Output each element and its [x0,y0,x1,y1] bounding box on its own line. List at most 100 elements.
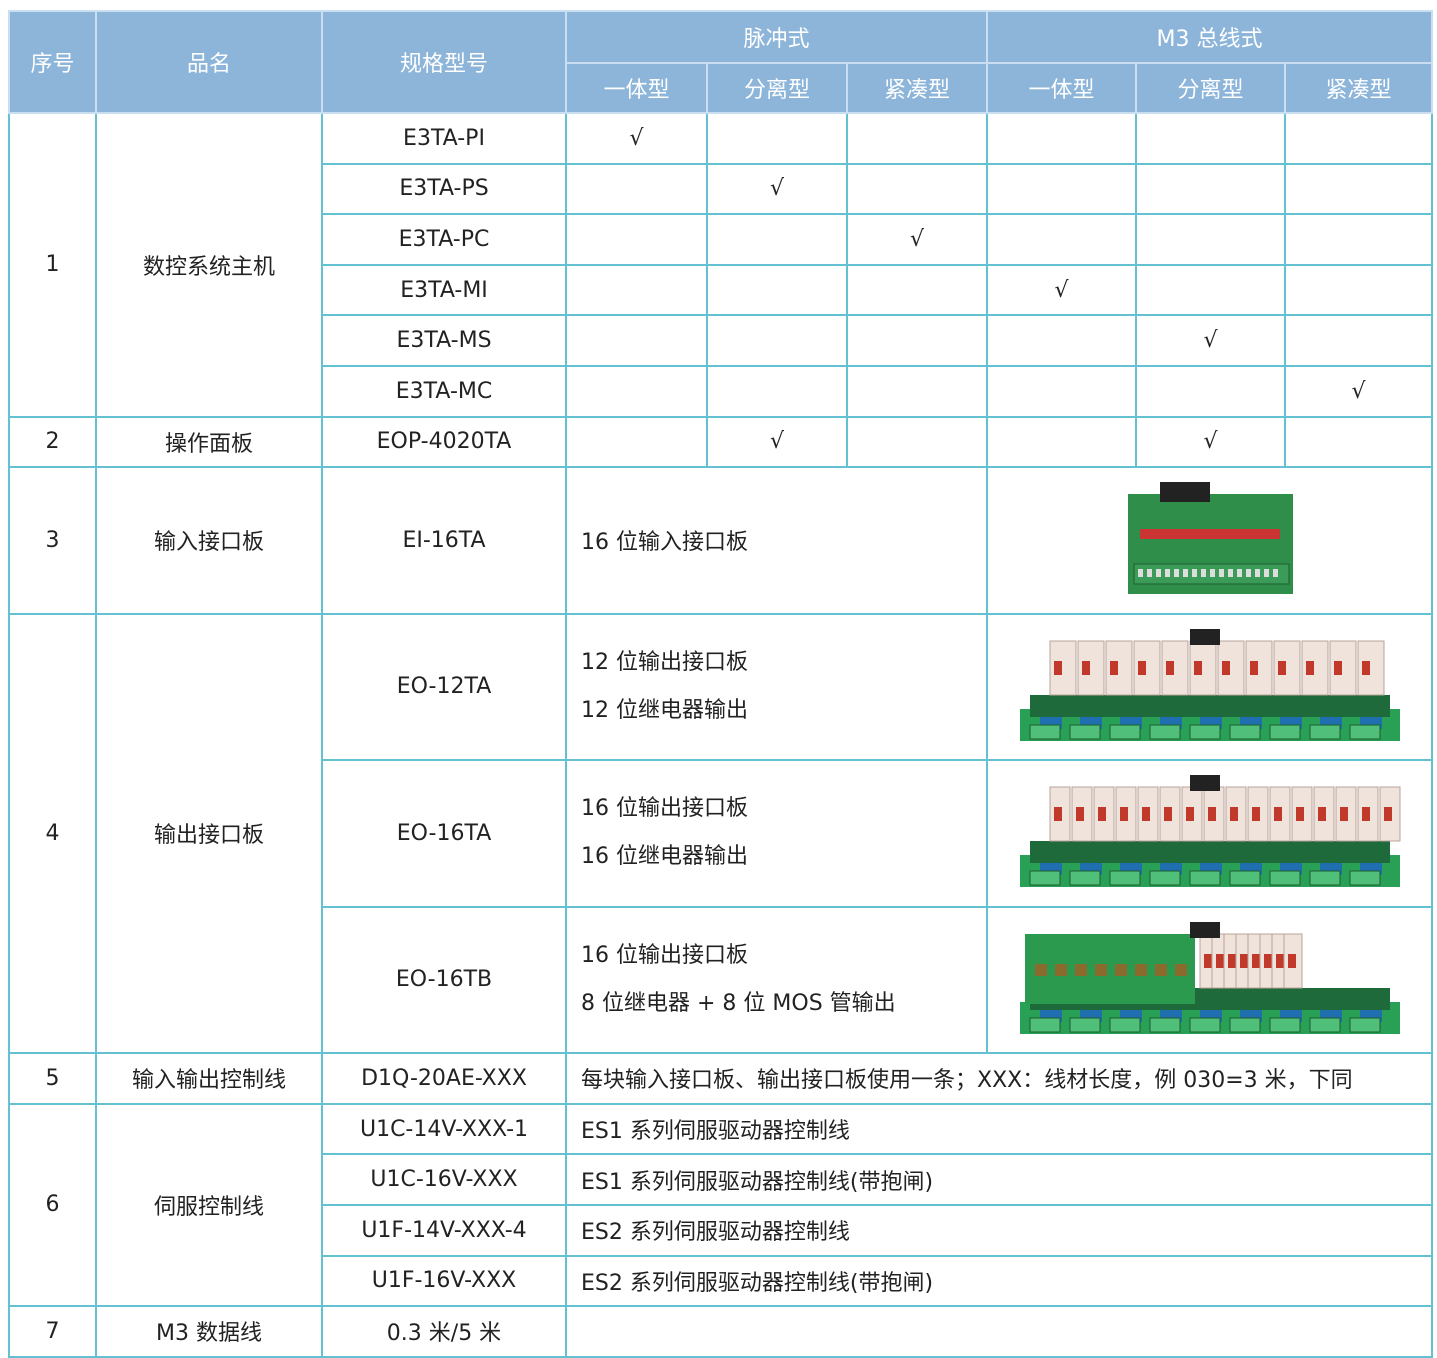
model-cell: U1C-14V-XXX-1 [321,1102,567,1156]
product-name: 输入接口板 [95,466,323,615]
model-cell: E3TA-PC [321,213,567,266]
description-line: 16 位继电器输出 [581,844,748,870]
header-sub: 紧凑型 [1283,62,1434,114]
check-cell [1283,213,1434,266]
header-sub: 一体型 [986,62,1137,114]
model-cell: 0.3 米/5 米 [321,1305,567,1358]
header-sub: 紧凑型 [846,62,988,114]
product-name: 伺服控制线 [95,1102,323,1308]
product-name: 数控系统主机 [95,112,323,418]
description-cell: 每块输入接口板、输出接口板使用一条；XXX：线材长度，例 030=3 米，下同 [564,1052,1434,1105]
check-cell [1135,162,1286,216]
description-cell: 16 位输出接口板 16 位继电器输出 [565,759,988,908]
check-cell [846,112,988,165]
header-group: M3 总线式 [985,10,1434,64]
model-cell: EI-16TA [321,466,567,615]
table-row: 7 M3 数据线 0.3 米/5 米 [8,1305,1434,1358]
check-cell [565,263,708,317]
description-line: 每块输入接口板、输出接口板使用一条；XXX：线材长度，例 030=3 米，下同 [581,1068,1353,1094]
check-cell [565,162,708,216]
row-number: 5 [8,1052,97,1105]
check-cell [706,364,848,418]
model-cell: E3TA-PI [321,112,567,165]
header-cell: 品名 [95,10,323,114]
description-line: 12 位继电器输出 [581,697,748,723]
check-cell [706,213,848,266]
table-row: E3TA-MI √ [9,263,1434,317]
check-cell [1135,213,1286,266]
check-cell [846,162,988,216]
model-cell: U1C-16V-XXX [321,1153,567,1206]
description-cell: 12 位输出接口板 12 位继电器输出 [565,612,988,762]
table-row: E3TA-PC √ [9,213,1434,266]
row-number: 6 [8,1102,97,1308]
header-sub: 一体型 [565,62,708,114]
empty-cell [564,1305,1434,1358]
header-cell: 序号 [8,10,97,114]
photo-cell [985,466,1434,615]
model-cell: E3TA-MS [321,314,567,367]
description-cell: ES2 系列伺服驱动器控制线(带抱闸) [564,1254,1434,1308]
table-row: U1F-14V-XXX-4 ES2 系列伺服驱动器控制线 [9,1203,1434,1257]
header-cell: 规格型号 [321,10,567,114]
header-sub: 分离型 [706,62,848,114]
product-photo [1019,921,1400,1034]
check-cell [706,314,848,367]
table-header: 序号 品名 规格型号 脉冲式 M3 总线式 一体型 分离型 紧凑型 一体型 分离… [8,10,1434,114]
description-line: 16 位输出接口板 [581,796,748,822]
product-name: 操作面板 [95,415,323,469]
description-line: 8 位继电器 + 8 位 MOS 管输出 [581,990,896,1016]
row-number: 3 [8,466,97,615]
check-cell: √ [565,112,708,165]
check-cell [846,364,988,418]
check-cell [565,364,708,418]
header-sub: 分离型 [1135,62,1286,114]
product-name: 输入输出控制线 [95,1052,323,1105]
description-line: 16 位输出接口板 [581,942,748,968]
check-cell: √ [706,415,848,469]
model-cell: U1F-14V-XXX-4 [321,1203,567,1257]
model-cell: EO-12TA [321,612,567,762]
product-photo [1019,628,1400,741]
check-cell [1283,314,1434,367]
table-row: E3TA-PS √ [9,162,1434,216]
spec-table-wrap: 序号 品名 规格型号 脉冲式 M3 总线式 一体型 分离型 紧凑型 一体型 分离… [8,10,1434,1358]
check-cell [1135,263,1286,317]
check-cell [846,314,988,367]
table-row: U1C-16V-XXX ES1 系列伺服驱动器控制线(带抱闸) [9,1153,1434,1206]
table-row: 3 输入接口板 EI-16TA 16 位输入接口板 [8,466,1434,615]
photo-cell [985,612,1434,762]
check-cell [986,314,1137,367]
check-cell [1283,415,1434,469]
check-cell [1135,364,1286,418]
description-cell: ES2 系列伺服驱动器控制线 [564,1203,1434,1257]
check-cell: √ [706,162,848,216]
table-row: E3TA-MC √ [9,364,1434,418]
description-cell: 16 位输入接口板 [565,466,988,615]
spec-table: 序号 品名 规格型号 脉冲式 M3 总线式 一体型 分离型 紧凑型 一体型 分离… [8,10,1434,1358]
check-cell [1283,162,1434,216]
check-cell [986,162,1137,216]
check-cell [846,415,988,469]
photo-cell [985,905,1434,1055]
check-cell [565,213,708,266]
table-row: EO-16TB 16 位输出接口板 8 位继电器 + 8 位 MOS 管输出 [9,905,1434,1055]
description-cell: 16 位输出接口板 8 位继电器 + 8 位 MOS 管输出 [565,905,988,1055]
product-name: M3 数据线 [95,1305,323,1358]
table-row: U1F-16V-XXX ES2 系列伺服驱动器控制线(带抱闸) [9,1254,1434,1308]
description-line: ES2 系列伺服驱动器控制线 [581,1220,850,1246]
photo-cell [985,759,1434,908]
model-cell: EO-16TB [321,905,567,1055]
description-cell: ES1 系列伺服驱动器控制线(带抱闸) [564,1153,1434,1206]
table-row: 6 伺服控制线 U1C-14V-XXX-1 ES1 系列伺服驱动器控制线 [8,1102,1434,1308]
description-line: ES1 系列伺服驱动器控制线(带抱闸) [581,1169,934,1195]
product-photo [1019,775,1401,888]
table-row: 1 数控系统主机 E3TA-PI √ [8,112,1434,418]
check-cell: √ [846,213,988,266]
description-cell: ES1 系列伺服驱动器控制线 [564,1102,1434,1156]
model-cell: EO-16TA [321,759,567,908]
description-line: ES2 系列伺服驱动器控制线(带抱闸) [581,1270,934,1296]
check-cell [1135,112,1286,165]
table-row: 5 输入输出控制线 D1Q-20AE-XXX 每块输入接口板、输出接口板使用一条；XX… [8,1052,1434,1105]
